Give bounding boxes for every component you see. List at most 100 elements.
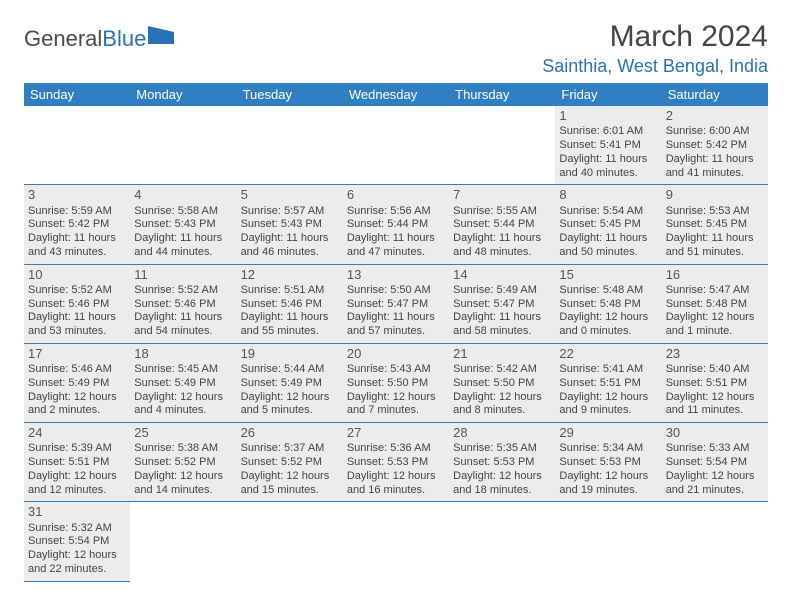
- day-info-line: Daylight: 11 hours: [241, 232, 339, 246]
- day-info-line: and 16 minutes.: [347, 484, 445, 498]
- day-number: 7: [453, 187, 551, 203]
- calendar-day-cell: 8Sunrise: 5:54 AMSunset: 5:45 PMDaylight…: [555, 185, 661, 264]
- day-info-line: Daylight: 11 hours: [666, 153, 764, 167]
- day-info-line: Sunset: 5:51 PM: [28, 456, 126, 470]
- day-info-line: Sunset: 5:50 PM: [347, 377, 445, 391]
- day-info-line: Sunset: 5:45 PM: [559, 218, 657, 232]
- day-info-line: Sunrise: 5:52 AM: [134, 284, 232, 298]
- day-info-line: Sunrise: 5:50 AM: [347, 284, 445, 298]
- day-info-line: Daylight: 11 hours: [134, 311, 232, 325]
- day-info-line: Sunrise: 5:44 AM: [241, 363, 339, 377]
- calendar-day-cell: 27Sunrise: 5:36 AMSunset: 5:53 PMDayligh…: [343, 423, 449, 502]
- calendar-week: 1Sunrise: 6:01 AMSunset: 5:41 PMDaylight…: [24, 106, 768, 185]
- day-number: 15: [559, 267, 657, 283]
- day-info-line: Daylight: 11 hours: [28, 232, 126, 246]
- day-number: 29: [559, 425, 657, 441]
- day-info-line: Sunset: 5:43 PM: [134, 218, 232, 232]
- calendar-day-cell: [24, 106, 130, 185]
- day-info-line: and 4 minutes.: [134, 404, 232, 418]
- day-info-line: Sunrise: 5:35 AM: [453, 442, 551, 456]
- day-info-line: and 57 minutes.: [347, 325, 445, 339]
- day-number: 6: [347, 187, 445, 203]
- day-info-line: Sunrise: 6:01 AM: [559, 125, 657, 139]
- day-info-line: Daylight: 12 hours: [559, 311, 657, 325]
- day-info-line: Sunrise: 5:53 AM: [666, 205, 764, 219]
- day-info-line: Sunset: 5:45 PM: [666, 218, 764, 232]
- day-info-line: Sunrise: 5:40 AM: [666, 363, 764, 377]
- day-info-line: Daylight: 12 hours: [28, 470, 126, 484]
- day-info-line: Daylight: 11 hours: [666, 232, 764, 246]
- day-info-line: Sunrise: 5:52 AM: [28, 284, 126, 298]
- calendar-day-cell: [662, 502, 768, 581]
- calendar-day-cell: [130, 106, 236, 185]
- calendar-day-cell: [343, 502, 449, 581]
- day-info-line: Sunset: 5:47 PM: [347, 298, 445, 312]
- day-info-line: Sunset: 5:52 PM: [134, 456, 232, 470]
- day-info-line: and 15 minutes.: [241, 484, 339, 498]
- day-info-line: Daylight: 12 hours: [559, 470, 657, 484]
- day-info-line: Daylight: 12 hours: [666, 391, 764, 405]
- day-info-line: Sunset: 5:52 PM: [241, 456, 339, 470]
- day-info-line: and 0 minutes.: [559, 325, 657, 339]
- day-number: 1: [559, 108, 657, 124]
- day-info-line: and 48 minutes.: [453, 246, 551, 260]
- calendar-week: 10Sunrise: 5:52 AMSunset: 5:46 PMDayligh…: [24, 264, 768, 343]
- calendar-day-cell: 19Sunrise: 5:44 AMSunset: 5:49 PMDayligh…: [237, 343, 343, 422]
- day-info-line: and 14 minutes.: [134, 484, 232, 498]
- day-info-line: Daylight: 11 hours: [347, 232, 445, 246]
- day-info-line: Daylight: 12 hours: [666, 470, 764, 484]
- day-number: 10: [28, 267, 126, 283]
- day-info-line: and 44 minutes.: [134, 246, 232, 260]
- calendar-body: 1Sunrise: 6:01 AMSunset: 5:41 PMDaylight…: [24, 106, 768, 581]
- weekday-header-row: SundayMondayTuesdayWednesdayThursdayFrid…: [24, 83, 768, 106]
- calendar-day-cell: 12Sunrise: 5:51 AMSunset: 5:46 PMDayligh…: [237, 264, 343, 343]
- day-number: 25: [134, 425, 232, 441]
- day-number: 2: [666, 108, 764, 124]
- day-info-line: Sunrise: 5:38 AM: [134, 442, 232, 456]
- logo-word2: Blue: [102, 26, 146, 52]
- day-info-line: and 5 minutes.: [241, 404, 339, 418]
- calendar-day-cell: 6Sunrise: 5:56 AMSunset: 5:44 PMDaylight…: [343, 185, 449, 264]
- calendar-day-cell: 26Sunrise: 5:37 AMSunset: 5:52 PMDayligh…: [237, 423, 343, 502]
- day-info-line: Sunrise: 5:37 AM: [241, 442, 339, 456]
- weekday-header: Thursday: [449, 83, 555, 106]
- day-info-line: and 9 minutes.: [559, 404, 657, 418]
- day-info-line: Daylight: 12 hours: [241, 470, 339, 484]
- day-info-line: Sunrise: 6:00 AM: [666, 125, 764, 139]
- day-info-line: Sunset: 5:49 PM: [28, 377, 126, 391]
- day-number: 17: [28, 346, 126, 362]
- day-info-line: Daylight: 12 hours: [559, 391, 657, 405]
- day-info-line: Sunrise: 5:51 AM: [241, 284, 339, 298]
- day-info-line: Sunset: 5:42 PM: [666, 139, 764, 153]
- day-info-line: Sunset: 5:46 PM: [28, 298, 126, 312]
- calendar-day-cell: 5Sunrise: 5:57 AMSunset: 5:43 PMDaylight…: [237, 185, 343, 264]
- day-info-line: Sunrise: 5:48 AM: [559, 284, 657, 298]
- day-number: 31: [28, 504, 126, 520]
- calendar-day-cell: 11Sunrise: 5:52 AMSunset: 5:46 PMDayligh…: [130, 264, 236, 343]
- day-info-line: and 18 minutes.: [453, 484, 551, 498]
- day-number: 20: [347, 346, 445, 362]
- day-number: 16: [666, 267, 764, 283]
- day-number: 13: [347, 267, 445, 283]
- calendar-week: 17Sunrise: 5:46 AMSunset: 5:49 PMDayligh…: [24, 343, 768, 422]
- calendar-day-cell: 14Sunrise: 5:49 AMSunset: 5:47 PMDayligh…: [449, 264, 555, 343]
- logo-word1: General: [24, 26, 102, 52]
- day-info-line: Sunset: 5:53 PM: [559, 456, 657, 470]
- day-info-line: Daylight: 11 hours: [134, 232, 232, 246]
- day-number: 27: [347, 425, 445, 441]
- calendar-week: 3Sunrise: 5:59 AMSunset: 5:42 PMDaylight…: [24, 185, 768, 264]
- calendar-day-cell: 13Sunrise: 5:50 AMSunset: 5:47 PMDayligh…: [343, 264, 449, 343]
- day-info-line: Sunrise: 5:58 AM: [134, 205, 232, 219]
- day-info-line: Sunrise: 5:32 AM: [28, 522, 126, 536]
- calendar-day-cell: [237, 502, 343, 581]
- calendar-day-cell: 2Sunrise: 6:00 AMSunset: 5:42 PMDaylight…: [662, 106, 768, 185]
- day-number: 24: [28, 425, 126, 441]
- calendar-day-cell: 1Sunrise: 6:01 AMSunset: 5:41 PMDaylight…: [555, 106, 661, 185]
- day-info-line: Sunset: 5:48 PM: [666, 298, 764, 312]
- calendar-day-cell: [237, 106, 343, 185]
- day-number: 11: [134, 267, 232, 283]
- calendar-day-cell: [555, 502, 661, 581]
- day-info-line: Sunrise: 5:42 AM: [453, 363, 551, 377]
- flag-icon: [148, 26, 174, 44]
- day-number: 30: [666, 425, 764, 441]
